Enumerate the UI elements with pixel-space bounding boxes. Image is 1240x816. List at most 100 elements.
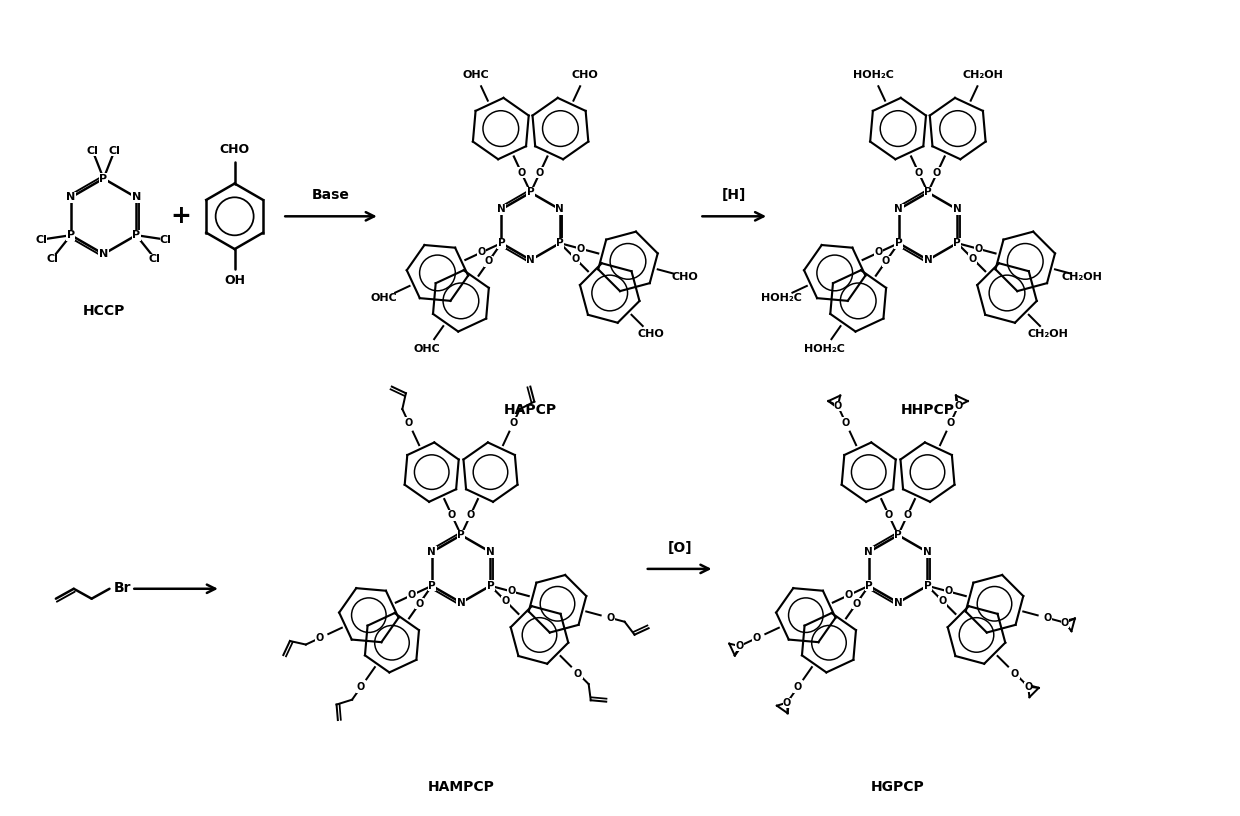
Text: HCCP: HCCP: [82, 304, 125, 317]
Text: O: O: [1043, 613, 1052, 623]
Text: N: N: [428, 547, 436, 557]
Text: P: P: [894, 530, 901, 540]
Text: CH₂OH: CH₂OH: [1061, 272, 1102, 282]
Text: O: O: [507, 587, 516, 596]
Text: Cl: Cl: [87, 146, 98, 156]
Text: O: O: [502, 596, 510, 606]
Text: P: P: [954, 238, 961, 248]
Text: HHPCP: HHPCP: [901, 403, 955, 417]
Text: O: O: [572, 254, 579, 264]
Text: HOH₂C: HOH₂C: [805, 344, 844, 354]
Text: N: N: [66, 193, 76, 202]
Text: N: N: [894, 204, 903, 215]
Text: OHC: OHC: [463, 70, 490, 81]
Text: +: +: [171, 204, 191, 228]
Text: CHO: CHO: [637, 330, 665, 339]
Text: HAPCP: HAPCP: [503, 403, 557, 417]
Text: HAMPCP: HAMPCP: [428, 780, 495, 795]
Text: O: O: [884, 510, 893, 521]
Text: O: O: [903, 510, 911, 521]
Text: O: O: [852, 599, 861, 609]
Text: O: O: [882, 256, 890, 266]
Text: O: O: [945, 587, 952, 596]
Text: O: O: [735, 641, 744, 651]
Text: Cl: Cl: [109, 146, 120, 156]
Text: P: P: [924, 188, 931, 197]
Text: O: O: [510, 418, 517, 428]
Text: O: O: [968, 254, 977, 264]
Text: N: N: [497, 204, 506, 215]
Text: O: O: [915, 167, 923, 178]
Text: N: N: [99, 249, 108, 259]
Text: O: O: [485, 256, 494, 266]
Text: [O]: [O]: [667, 541, 692, 555]
Text: O: O: [844, 590, 853, 600]
Text: O: O: [955, 401, 962, 411]
Text: N: N: [952, 204, 961, 215]
Text: Cl: Cl: [46, 254, 58, 264]
Text: HOH₂C: HOH₂C: [853, 70, 894, 81]
Text: O: O: [315, 633, 324, 643]
Text: P: P: [556, 238, 564, 248]
Text: HOH₂C: HOH₂C: [761, 293, 802, 303]
Text: O: O: [1024, 681, 1033, 692]
Text: O: O: [415, 599, 423, 609]
Text: O: O: [946, 418, 955, 428]
Text: P: P: [497, 238, 505, 248]
Text: O: O: [357, 682, 365, 693]
Text: O: O: [466, 510, 475, 521]
Text: O: O: [939, 596, 947, 606]
Text: O: O: [782, 698, 791, 707]
Text: N: N: [923, 547, 931, 557]
Text: P: P: [486, 581, 495, 591]
Text: O: O: [448, 510, 456, 521]
Text: CHO: CHO: [671, 272, 698, 282]
Text: N: N: [456, 597, 465, 608]
Text: O: O: [577, 244, 585, 254]
Text: N: N: [894, 597, 903, 608]
Text: O: O: [517, 167, 526, 178]
Text: O: O: [408, 590, 417, 600]
Text: O: O: [932, 167, 941, 178]
Text: O: O: [477, 247, 486, 257]
Text: N: N: [556, 204, 564, 215]
Text: O: O: [874, 247, 883, 257]
Text: N: N: [864, 547, 873, 557]
Text: CHO: CHO: [572, 70, 599, 81]
Text: P: P: [67, 230, 74, 240]
Text: CH₂OH: CH₂OH: [1028, 330, 1069, 339]
Text: CHO: CHO: [219, 144, 249, 157]
Text: O: O: [574, 668, 583, 679]
Text: P: P: [428, 581, 435, 591]
Text: OH: OH: [224, 274, 246, 287]
Text: P: P: [458, 530, 465, 540]
Text: P: P: [895, 238, 903, 248]
Text: CH₂OH: CH₂OH: [962, 70, 1003, 81]
Text: O: O: [404, 418, 413, 428]
Text: O: O: [794, 682, 802, 693]
Text: N: N: [486, 547, 495, 557]
Text: Cl: Cl: [149, 254, 161, 264]
Text: P: P: [99, 174, 108, 184]
Text: Cl: Cl: [36, 235, 47, 245]
Text: OHC: OHC: [414, 344, 440, 354]
Text: O: O: [1011, 668, 1019, 679]
Text: O: O: [1061, 618, 1069, 628]
Text: O: O: [536, 167, 544, 178]
Text: P: P: [866, 581, 873, 591]
Text: N: N: [526, 255, 534, 265]
Text: OHC: OHC: [371, 293, 398, 303]
Text: Br: Br: [114, 581, 131, 595]
Text: O: O: [842, 418, 849, 428]
Text: P: P: [133, 230, 140, 240]
Text: O: O: [753, 633, 760, 643]
Text: O: O: [606, 613, 614, 623]
Text: N: N: [131, 193, 141, 202]
Text: P: P: [924, 581, 931, 591]
Text: [H]: [H]: [722, 188, 746, 202]
Text: HGPCP: HGPCP: [872, 780, 925, 795]
Text: Cl: Cl: [160, 235, 171, 245]
Text: Base: Base: [312, 188, 350, 202]
Text: O: O: [975, 244, 982, 254]
Text: N: N: [924, 255, 932, 265]
